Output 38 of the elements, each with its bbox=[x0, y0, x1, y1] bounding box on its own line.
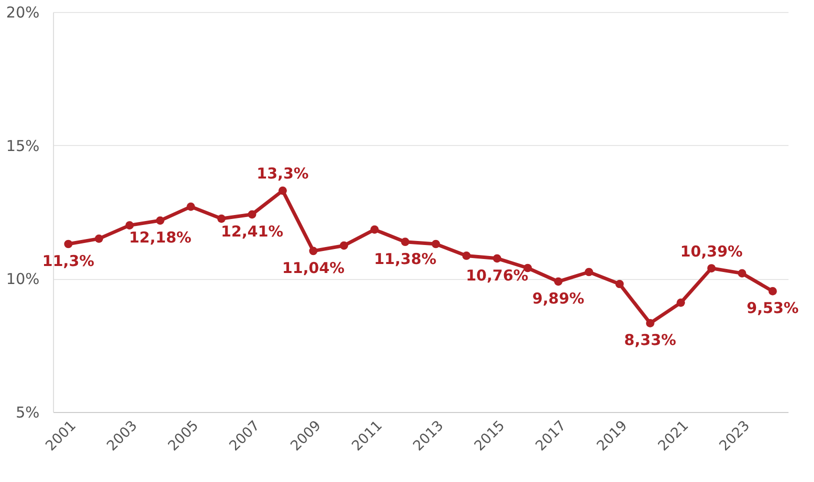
y-tick-label: 10% bbox=[6, 270, 40, 288]
point bbox=[615, 280, 624, 288]
point bbox=[492, 254, 502, 263]
data-label: 12,41% bbox=[220, 222, 284, 240]
data-label: 10,39% bbox=[680, 242, 743, 260]
point bbox=[401, 238, 410, 246]
point bbox=[584, 268, 594, 276]
data-label: 11,04% bbox=[282, 258, 345, 277]
point bbox=[432, 240, 440, 248]
data-label: 11,38% bbox=[374, 250, 436, 268]
y-tick-label: 5% bbox=[16, 404, 40, 422]
data-label: 12,18% bbox=[128, 228, 192, 247]
point bbox=[554, 277, 562, 286]
y-tick-label: 20% bbox=[6, 4, 40, 22]
point bbox=[738, 269, 746, 278]
data-label: 13,3% bbox=[256, 164, 309, 183]
point bbox=[707, 264, 716, 272]
data-label: 10,76% bbox=[466, 266, 528, 284]
point bbox=[309, 246, 318, 256]
y-tick-label: 15% bbox=[6, 136, 40, 155]
point bbox=[278, 186, 287, 195]
point bbox=[768, 287, 777, 296]
point bbox=[248, 210, 256, 219]
point bbox=[676, 298, 685, 307]
point bbox=[186, 202, 195, 211]
point bbox=[64, 240, 72, 248]
data-label: 9,89% bbox=[532, 290, 584, 308]
data-label: 8,33% bbox=[624, 331, 676, 350]
point bbox=[462, 252, 471, 260]
data-label: 9,53% bbox=[746, 299, 799, 318]
point bbox=[646, 319, 654, 328]
point bbox=[125, 221, 134, 230]
point bbox=[340, 241, 348, 250]
point bbox=[156, 216, 164, 225]
point bbox=[217, 214, 226, 223]
data-label: 11,3% bbox=[42, 252, 94, 270]
point bbox=[370, 225, 379, 234]
point bbox=[94, 234, 104, 243]
